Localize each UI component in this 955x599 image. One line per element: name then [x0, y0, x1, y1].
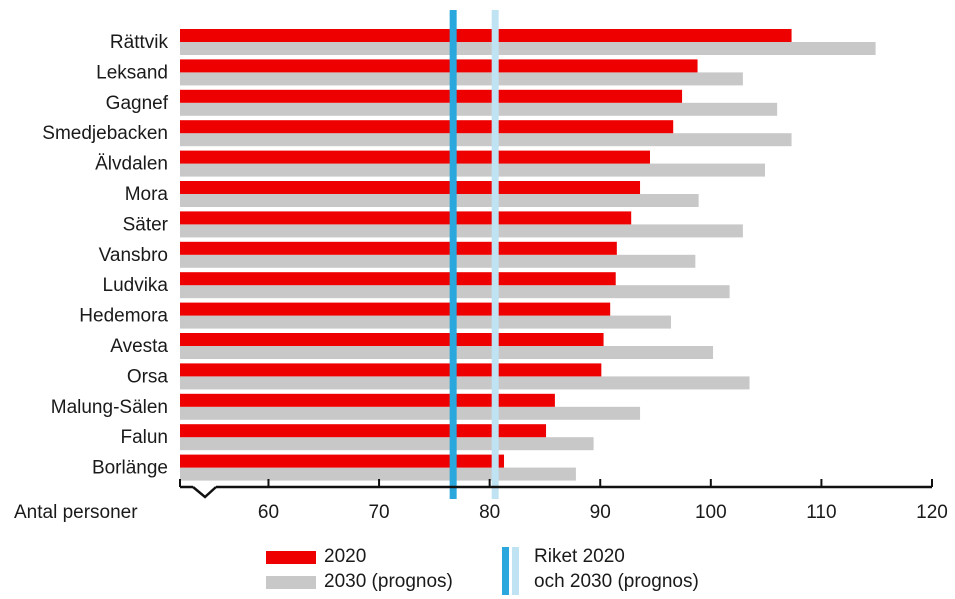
category-label: Gagnef [106, 93, 169, 114]
bar-2030 [180, 346, 714, 359]
reference-line-riket-2020 [449, 10, 457, 499]
legend-swatch-riket-2030 [512, 547, 519, 595]
legend-swatch-riket-2020 [502, 547, 509, 595]
axis-break-mark [192, 486, 217, 499]
bar-2030 [180, 437, 594, 451]
category-label: Leksand [96, 62, 168, 83]
x-axis-label: Antal personer [14, 502, 138, 523]
x-tick-label: 120 [916, 502, 948, 523]
x-tick-label: 60 [258, 502, 279, 523]
bar-2020 [180, 59, 698, 73]
bar-2020 [180, 424, 547, 438]
legend-label-riket: Riket 2020 [534, 546, 625, 567]
legend-label-riket-2030: och 2030 (prognos) [534, 571, 699, 592]
category-label: Falun [120, 427, 168, 448]
bar-2030 [180, 102, 778, 116]
bar-2030 [180, 254, 696, 268]
bar-2020 [180, 241, 617, 255]
reference-line-riket-2030 [491, 10, 499, 499]
bar-2020 [180, 363, 602, 377]
category-label: Orsa [127, 366, 169, 387]
x-tick-label: 90 [590, 502, 611, 523]
bar-2030 [180, 406, 641, 420]
category-label: Ludvika [103, 275, 169, 296]
bar-2030 [180, 72, 743, 86]
legend-label-2030: 2030 (prognos) [324, 571, 453, 592]
legend-swatch-2020 [266, 551, 316, 564]
bar-2030 [180, 224, 743, 238]
category-label: Borlänge [92, 458, 168, 479]
bar-2020 [180, 211, 632, 225]
bar-2020 [180, 150, 650, 164]
x-tick-label: 100 [695, 502, 727, 523]
bar-2020 [180, 454, 505, 468]
legend: 2020 2030 (prognos) Riket 2020 och 2030 … [262, 545, 942, 599]
bar-2030 [180, 467, 576, 481]
category-label: Smedjebacken [42, 123, 168, 144]
bar-2030 [180, 315, 672, 329]
bar-chart: Rättvik Leksand Gagnef Smedjebacken Älvdalen… [14, 10, 948, 523]
bar-2030 [180, 194, 699, 207]
bar-2020 [180, 393, 555, 407]
x-tick-label: 70 [368, 502, 389, 523]
bar-2020 [180, 272, 616, 286]
category-label: Älvdalen [95, 154, 168, 175]
bar-2030 [180, 42, 876, 55]
legend-label-2020: 2020 [324, 546, 367, 567]
category-label: Mora [125, 184, 169, 205]
bar-2020 [180, 120, 674, 134]
bar-2020 [180, 89, 683, 103]
category-label: Malung-Sälen [51, 397, 168, 418]
category-label: Säter [123, 214, 169, 235]
bar-2030 [180, 163, 766, 177]
bar-2030 [180, 133, 792, 147]
bar-2020 [180, 29, 792, 42]
bar-2020 [180, 181, 641, 194]
x-tick-label: 80 [479, 502, 500, 523]
category-label: Hedemora [79, 306, 168, 327]
x-tick-label: 110 [806, 502, 836, 523]
category-label: Vansbro [99, 245, 168, 266]
legend-swatch-2030 [266, 576, 316, 589]
category-label: Rättvik [110, 32, 169, 53]
bar-2020 [180, 333, 604, 346]
bar-2020 [180, 302, 611, 316]
category-label: Avesta [110, 336, 168, 357]
bar-2030 [180, 376, 750, 390]
